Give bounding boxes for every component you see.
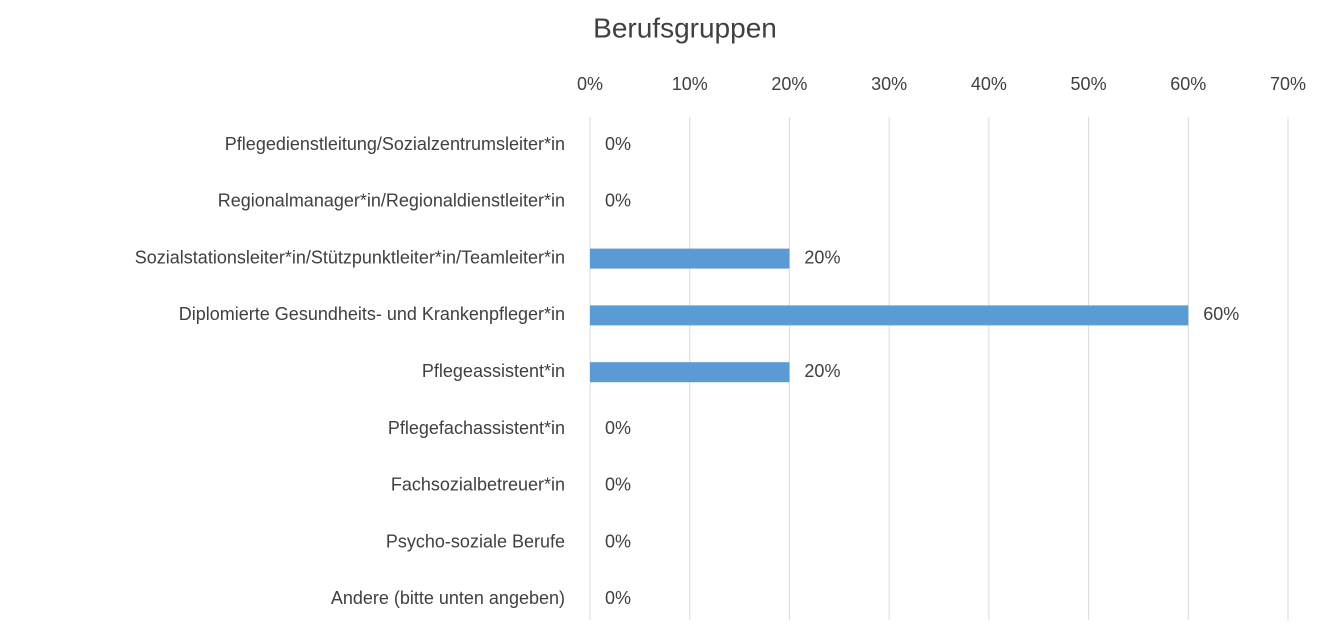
- y-tick-label: Fachsozialbetreuer*in: [391, 475, 565, 495]
- y-tick-label: Andere (bitte unten angeben): [331, 588, 565, 608]
- y-tick-label: Pflegefachassistent*in: [388, 418, 565, 438]
- data-label: 20%: [804, 361, 840, 381]
- data-label: 0%: [605, 191, 631, 211]
- x-tick-label: 50%: [1071, 74, 1107, 94]
- data-label: 60%: [1203, 304, 1239, 324]
- chart-title: Berufsgruppen: [593, 12, 777, 43]
- data-label: 0%: [605, 475, 631, 495]
- data-label: 20%: [804, 247, 840, 267]
- bar: [590, 362, 790, 383]
- y-tick-label: Diplomierte Gesundheits- und Krankenpfle…: [179, 304, 565, 324]
- y-tick-label: Pflegeassistent*in: [422, 361, 565, 381]
- data-label: 0%: [605, 588, 631, 608]
- y-tick-label: Pflegedienstleitung/Sozialzentrumsleiter…: [225, 134, 565, 154]
- x-tick-label: 10%: [672, 74, 708, 94]
- y-tick-label: Psycho-soziale Berufe: [386, 531, 565, 551]
- data-label: 0%: [605, 531, 631, 551]
- bar: [590, 305, 1189, 326]
- data-label: 0%: [605, 134, 631, 154]
- y-tick-label: Sozialstationsleiter*in/Stützpunktleiter…: [135, 247, 565, 267]
- x-tick-label: 60%: [1170, 74, 1206, 94]
- x-tick-label: 40%: [971, 74, 1007, 94]
- x-tick-label: 20%: [771, 74, 807, 94]
- y-tick-label: Regionalmanager*in/Regionaldienstleiter*…: [218, 191, 565, 211]
- x-tick-label: 30%: [871, 74, 907, 94]
- x-tick-label: 0%: [577, 74, 603, 94]
- bar: [590, 248, 790, 269]
- x-tick-label: 70%: [1270, 74, 1306, 94]
- data-label: 0%: [605, 418, 631, 438]
